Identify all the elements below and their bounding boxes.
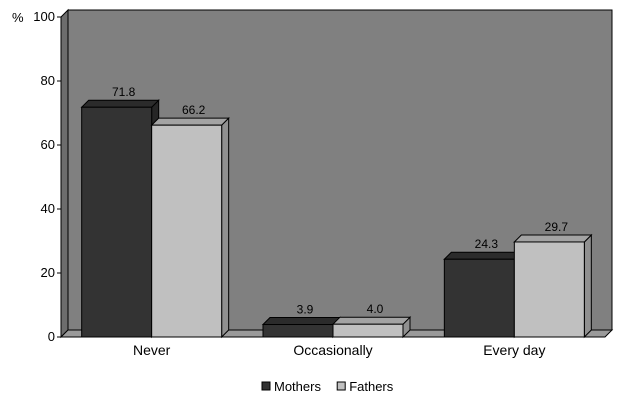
data-label: 4.0 xyxy=(367,302,384,316)
bar-side xyxy=(221,116,230,339)
data-label: 29.7 xyxy=(545,220,569,234)
x-axis: Never Occasionally Every day xyxy=(133,342,545,358)
bar-top xyxy=(261,317,342,326)
y-tick-label: 60 xyxy=(41,137,55,152)
data-label: 3.9 xyxy=(297,303,314,317)
legend-swatch xyxy=(336,381,346,391)
bar-fathers-never xyxy=(151,124,223,338)
bar-top xyxy=(331,316,412,325)
y-tick-label: 40 xyxy=(41,201,55,216)
legend-swatch xyxy=(261,381,271,391)
data-label: 71.8 xyxy=(112,85,136,99)
x-category-label: Never xyxy=(133,342,171,358)
bars: 71.8 66.2 3.9 4.0 24.3 29.7 xyxy=(80,85,593,339)
y-axis-unit-label: % xyxy=(12,10,24,25)
legend-label: Fathers xyxy=(349,379,394,394)
y-axis: 0 20 40 60 80 100 xyxy=(33,9,62,344)
bar-fathers-occasionally xyxy=(332,323,404,338)
plot-left-wall xyxy=(60,8,69,339)
y-tick-label: 100 xyxy=(33,9,55,24)
data-label: 66.2 xyxy=(182,103,206,117)
legend: Mothers Fathers xyxy=(261,379,394,394)
x-category-label: Occasionally xyxy=(293,342,372,358)
bar-top xyxy=(513,234,593,243)
bar-mothers-occasionally xyxy=(262,324,334,338)
y-tick-label: 20 xyxy=(41,265,55,280)
data-label: 24.3 xyxy=(475,237,499,251)
bar-mothers-never xyxy=(81,106,153,338)
legend-label: Mothers xyxy=(274,379,321,394)
y-tick-label: 0 xyxy=(48,329,55,344)
x-category-label: Every day xyxy=(483,342,545,358)
bar-mothers-every-day xyxy=(443,258,515,338)
bar-top xyxy=(443,251,523,260)
bar-side xyxy=(583,233,592,339)
bar-fathers-every-day xyxy=(513,241,585,338)
bar-top xyxy=(150,117,230,126)
bar-top xyxy=(80,99,160,108)
y-tick-label: 80 xyxy=(41,73,55,88)
